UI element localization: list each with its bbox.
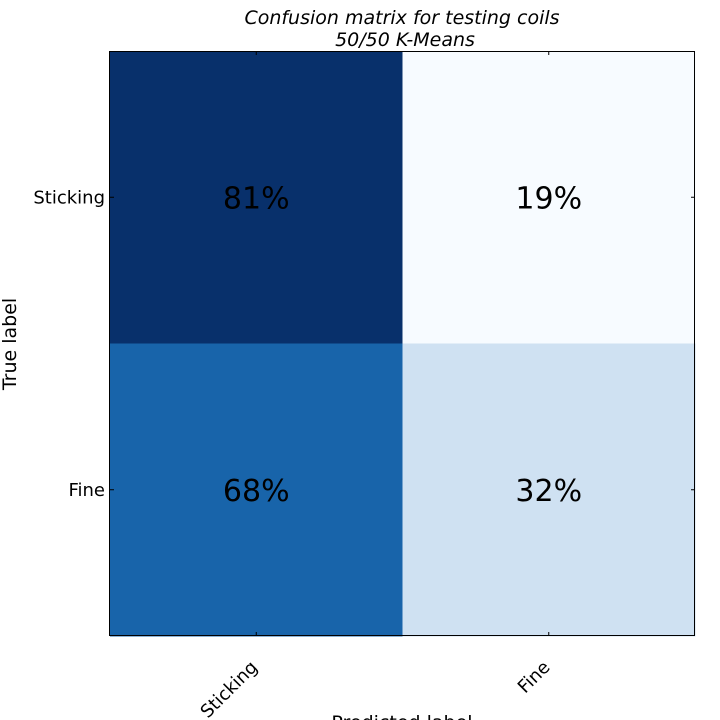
axis-ticks (110, 51, 695, 636)
x-tick-label: Sticking (197, 657, 263, 720)
heatmap-cell-labels: 81% 19% 68% 32% (223, 181, 582, 509)
heatmap-cells (110, 51, 696, 637)
y-tick-label: Fine (68, 480, 105, 501)
y-tick-labels: Sticking Fine (33, 187, 105, 501)
heatmap-cell (402, 51, 696, 344)
cell-value-label: 68% (223, 474, 290, 509)
x-axis-label: Predicted label (331, 712, 472, 720)
heatmap-cell (402, 343, 696, 637)
chart-title: Confusion matrix for testing coils (244, 7, 559, 29)
y-axis-label: True label (0, 298, 21, 391)
heatmap-cell (110, 343, 403, 637)
cell-value-label: 32% (515, 474, 582, 509)
cell-value-label: 81% (223, 181, 290, 216)
x-tick-labels: Sticking Fine (197, 657, 555, 720)
x-tick-label: Fine (514, 657, 555, 698)
y-tick-label: Sticking (33, 187, 105, 208)
plot-frame (109, 51, 695, 636)
chart-subtitle: 50/50 K-Means (335, 29, 475, 51)
cell-value-label: 19% (515, 181, 582, 216)
heatmap-cell (110, 51, 403, 344)
